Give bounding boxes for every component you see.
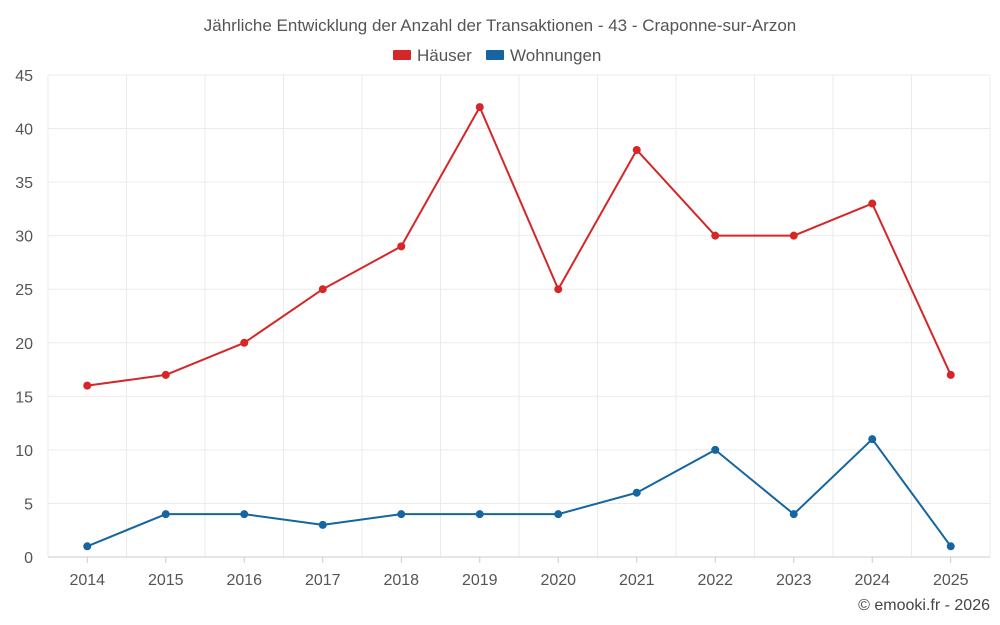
chart-title: Jährliche Entwicklung der Anzahl der Tra… — [204, 16, 796, 35]
y-tick-label: 15 — [15, 389, 33, 406]
data-point-wohnungen — [554, 510, 563, 519]
data-point-wohnungen — [475, 510, 484, 519]
x-tick-label: 2022 — [697, 572, 733, 589]
x-tick-label: 2021 — [619, 572, 655, 589]
x-axis-ticks: 2014 2015 2016 2017 2018 2019 2020 2021 2022 2023… — [69, 557, 969, 589]
data-point-wohnungen — [161, 510, 170, 519]
data-point-h-user — [318, 285, 327, 294]
x-tick-label: 2014 — [69, 572, 105, 589]
x-tick-label: 2023 — [776, 572, 812, 589]
x-tick-label: 2015 — [148, 572, 184, 589]
y-tick-label: 35 — [15, 175, 33, 192]
data-point-h-user — [789, 231, 798, 240]
y-tick-label: 40 — [15, 122, 33, 139]
data-point-wohnungen — [397, 510, 406, 519]
data-point-h-user — [946, 370, 955, 379]
x-tick-label: 2019 — [462, 572, 498, 589]
data-point-wohnungen — [868, 435, 877, 444]
y-tick-label: 20 — [15, 336, 33, 353]
data-point-h-user — [397, 242, 406, 251]
data-point-h-user — [711, 231, 720, 240]
grid — [47, 74, 991, 557]
x-tick-label: 2025 — [933, 572, 969, 589]
data-point-h-user — [161, 370, 170, 379]
series-line-wohnungen — [86, 438, 952, 548]
data-point-wohnungen — [946, 542, 955, 551]
y-tick-label: 0 — [24, 550, 33, 567]
data-point-wohnungen — [240, 510, 249, 519]
y-tick-label: 10 — [15, 443, 33, 460]
data-point-h-user — [240, 338, 249, 347]
data-point-wohnungen — [318, 520, 327, 529]
data-point-h-user — [868, 199, 877, 208]
data-point-wohnungen — [83, 542, 92, 551]
legend-swatch-h-user — [393, 50, 411, 60]
y-tick-label: 45 — [15, 68, 33, 85]
data-point-h-user — [475, 103, 484, 112]
data-point-h-user — [632, 145, 641, 154]
legend: Häuser Wohnungen — [393, 46, 601, 65]
legend-swatch-wohnungen — [486, 50, 504, 60]
x-tick-label: 2018 — [383, 572, 419, 589]
legend-label-h-user: Häuser — [417, 46, 472, 65]
data-point-wohnungen — [632, 488, 641, 497]
y-axis-ticks: 0 5 10 15 20 25 30 35 40 45 — [15, 68, 33, 567]
x-tick-label: 2016 — [226, 572, 262, 589]
y-tick-label: 5 — [24, 496, 33, 513]
data-point-h-user — [554, 285, 563, 294]
x-tick-label: 2024 — [854, 572, 890, 589]
legend-label-wohnungen: Wohnungen — [510, 46, 601, 65]
x-tick-label: 2017 — [305, 572, 341, 589]
y-tick-label: 30 — [15, 229, 33, 246]
data-point-h-user — [83, 381, 92, 390]
y-tick-label: 25 — [15, 282, 33, 299]
series-layer — [83, 103, 955, 551]
credit-text: © emooki.fr - 2026 — [858, 597, 990, 614]
data-point-wohnungen — [711, 445, 720, 454]
data-point-wohnungen — [789, 510, 798, 519]
x-tick-label: 2020 — [540, 572, 576, 589]
series-line-h-user — [87, 106, 952, 387]
